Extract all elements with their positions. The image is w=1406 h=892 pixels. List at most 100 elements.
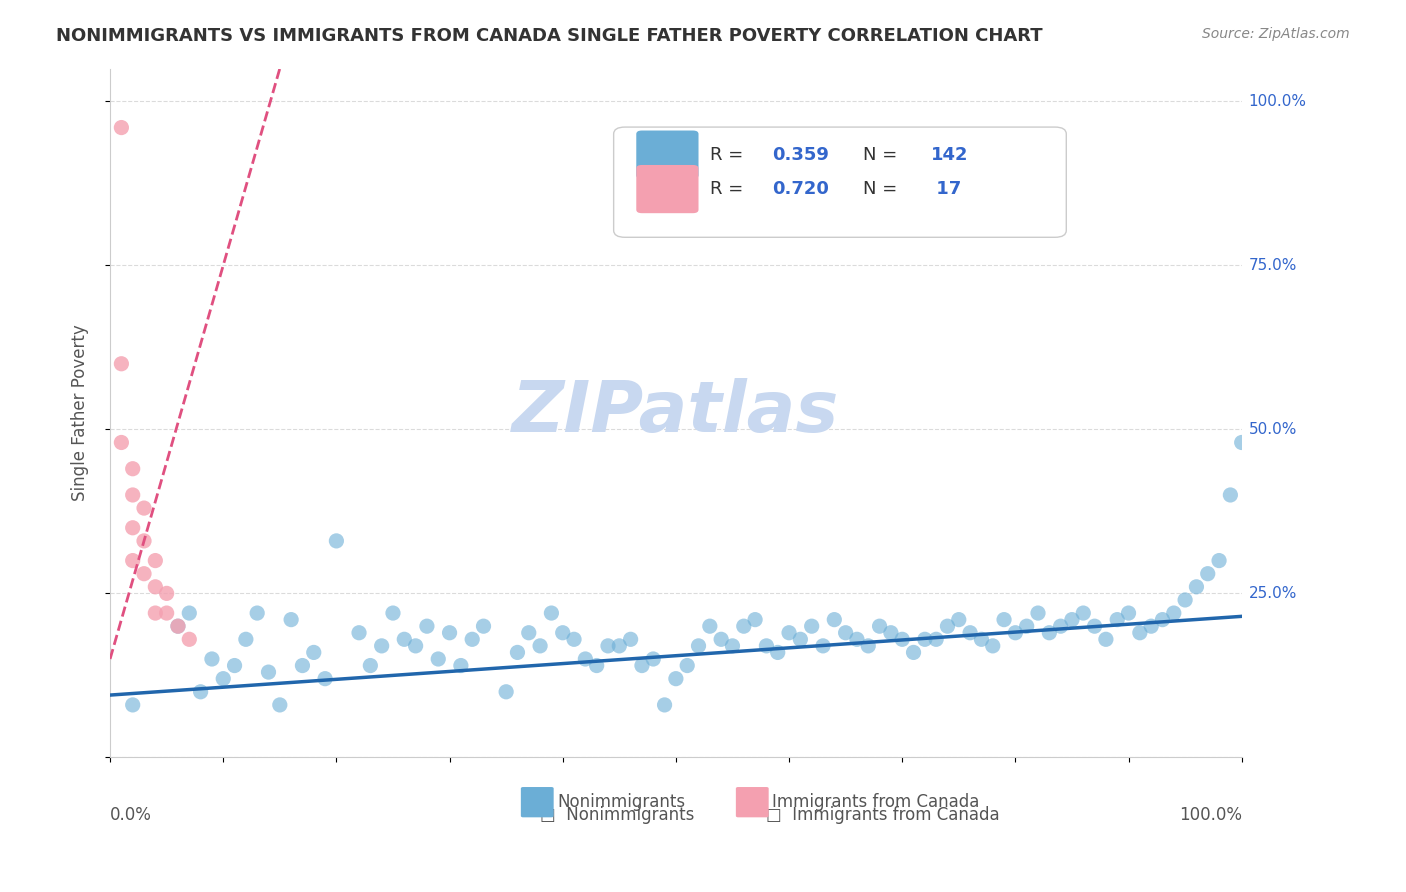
Point [121, 521, 143, 535]
Point [143, 553, 166, 567]
Text: 100.0%: 100.0% [1178, 805, 1241, 823]
Point [869, 619, 891, 633]
Point [654, 698, 676, 712]
Point [607, 639, 630, 653]
Point [269, 698, 291, 712]
Point [789, 632, 811, 647]
Point [778, 625, 800, 640]
Text: 50.0%: 50.0% [1249, 422, 1296, 437]
Point [1140, 619, 1163, 633]
FancyBboxPatch shape [613, 127, 1066, 237]
Point [676, 658, 699, 673]
Text: N =: N = [863, 180, 903, 198]
Point [1230, 435, 1253, 450]
Point [858, 639, 880, 653]
Point [110, 435, 132, 450]
FancyBboxPatch shape [637, 165, 699, 213]
Point [1185, 580, 1208, 594]
Point [1129, 625, 1152, 640]
Point [132, 566, 155, 581]
Point [903, 645, 925, 659]
FancyBboxPatch shape [520, 787, 554, 817]
Text: □  Immigrants from Canada: □ Immigrants from Canada [766, 805, 1000, 823]
Point [132, 533, 155, 548]
Text: N =: N = [863, 145, 903, 163]
Point [733, 619, 755, 633]
Point [800, 619, 823, 633]
FancyBboxPatch shape [735, 787, 769, 817]
Point [1038, 625, 1060, 640]
Point [382, 606, 405, 620]
Point [370, 639, 392, 653]
Text: R =: R = [710, 180, 749, 198]
Point [551, 625, 574, 640]
Point [1152, 613, 1174, 627]
Point [970, 632, 993, 647]
Text: Source: ZipAtlas.com: Source: ZipAtlas.com [1202, 27, 1350, 41]
Point [845, 632, 868, 647]
Point [439, 625, 461, 640]
Point [1084, 619, 1107, 633]
Point [1060, 613, 1083, 627]
Point [143, 580, 166, 594]
Text: Nonimmigrants: Nonimmigrants [557, 793, 685, 811]
Text: □  Nonimmigrants: □ Nonimmigrants [540, 805, 695, 823]
Point [596, 639, 619, 653]
Text: 0.720: 0.720 [772, 180, 830, 198]
Text: R =: R = [710, 145, 749, 163]
Point [280, 613, 302, 627]
Text: NONIMMIGRANTS VS IMMIGRANTS FROM CANADA SINGLE FATHER POVERTY CORRELATION CHART: NONIMMIGRANTS VS IMMIGRANTS FROM CANADA … [56, 27, 1043, 45]
Point [1049, 619, 1071, 633]
Point [427, 652, 450, 666]
Point [1174, 593, 1197, 607]
Point [347, 625, 370, 640]
Text: 0.359: 0.359 [772, 145, 830, 163]
Point [450, 658, 472, 673]
Point [766, 645, 789, 659]
Point [156, 586, 179, 600]
Text: 25.0%: 25.0% [1249, 586, 1296, 601]
Point [1071, 606, 1094, 620]
Text: 142: 142 [931, 145, 967, 163]
Point [495, 685, 517, 699]
Point [665, 672, 688, 686]
Point [121, 488, 143, 502]
Point [925, 632, 948, 647]
Point [325, 533, 347, 548]
Point [721, 639, 744, 653]
Point [235, 632, 257, 647]
Point [394, 632, 416, 647]
Text: 0.0%: 0.0% [110, 805, 152, 823]
Point [643, 652, 665, 666]
Point [823, 613, 845, 627]
Point [416, 619, 439, 633]
Text: ZIPatlas: ZIPatlas [512, 378, 839, 448]
Point [461, 632, 484, 647]
Point [179, 632, 201, 647]
Text: 17: 17 [931, 180, 962, 198]
Text: 75.0%: 75.0% [1249, 258, 1296, 273]
Point [880, 625, 903, 640]
Point [914, 632, 936, 647]
Point [631, 658, 654, 673]
Text: Immigrants from Canada: Immigrants from Canada [772, 793, 980, 811]
Point [744, 613, 766, 627]
Point [212, 672, 235, 686]
Point [121, 553, 143, 567]
Point [710, 632, 733, 647]
Point [688, 639, 710, 653]
Point [224, 658, 246, 673]
Point [529, 639, 551, 653]
Point [314, 672, 336, 686]
Point [1219, 488, 1241, 502]
Point [1118, 606, 1140, 620]
Point [1095, 632, 1118, 647]
Point [959, 625, 981, 640]
Point [993, 613, 1015, 627]
Point [167, 619, 190, 633]
Point [143, 606, 166, 620]
Point [1197, 566, 1219, 581]
Point [201, 652, 224, 666]
Point [1015, 619, 1038, 633]
Text: 100.0%: 100.0% [1249, 94, 1306, 109]
